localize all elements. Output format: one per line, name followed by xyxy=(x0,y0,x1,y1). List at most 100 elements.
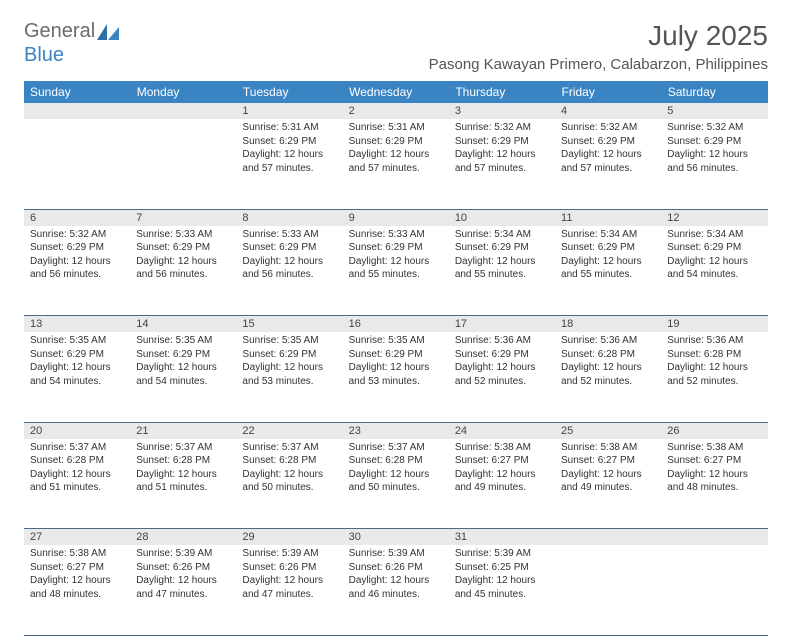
day-line: and 56 minutes. xyxy=(242,268,336,282)
day-number-cell: 5 xyxy=(661,103,767,119)
day-line: Sunrise: 5:31 AM xyxy=(242,121,336,135)
day-line: and 52 minutes. xyxy=(455,375,549,389)
day-line: Daylight: 12 hours xyxy=(349,255,443,269)
day-number-cell: 25 xyxy=(555,422,661,439)
header: General July 2025 xyxy=(24,20,768,52)
day-content-row: Sunrise: 5:32 AMSunset: 6:29 PMDaylight:… xyxy=(24,226,768,316)
day-number-cell: 16 xyxy=(343,316,449,333)
day-number-cell: 6 xyxy=(24,209,130,226)
day-line: and 48 minutes. xyxy=(667,481,761,495)
day-cell: Sunrise: 5:31 AMSunset: 6:29 PMDaylight:… xyxy=(236,119,342,209)
calendar-table: SundayMondayTuesdayWednesdayThursdayFrid… xyxy=(24,81,768,636)
day-line: Sunrise: 5:39 AM xyxy=(455,547,549,561)
day-number-row: 20212223242526 xyxy=(24,422,768,439)
day-number-row: 12345 xyxy=(24,103,768,119)
day-cell xyxy=(130,119,236,209)
day-line: Daylight: 12 hours xyxy=(30,468,124,482)
day-line: and 57 minutes. xyxy=(561,162,655,176)
day-cell: Sunrise: 5:35 AMSunset: 6:29 PMDaylight:… xyxy=(343,332,449,422)
day-cell: Sunrise: 5:34 AMSunset: 6:29 PMDaylight:… xyxy=(449,226,555,316)
day-line: Daylight: 12 hours xyxy=(242,468,336,482)
day-line: and 55 minutes. xyxy=(349,268,443,282)
day-number-cell: 31 xyxy=(449,529,555,546)
day-number-cell: 29 xyxy=(236,529,342,546)
day-line: and 54 minutes. xyxy=(30,375,124,389)
day-line: Sunrise: 5:38 AM xyxy=(455,441,549,455)
day-line: Sunset: 6:26 PM xyxy=(136,561,230,575)
day-number-cell: 19 xyxy=(661,316,767,333)
day-line: Sunrise: 5:33 AM xyxy=(136,228,230,242)
day-line: Sunrise: 5:32 AM xyxy=(455,121,549,135)
day-line: Sunrise: 5:36 AM xyxy=(455,334,549,348)
day-number-cell: 12 xyxy=(661,209,767,226)
day-number-row: 2728293031 xyxy=(24,529,768,546)
day-cell: Sunrise: 5:33 AMSunset: 6:29 PMDaylight:… xyxy=(130,226,236,316)
day-line: Daylight: 12 hours xyxy=(30,361,124,375)
logo: General xyxy=(24,20,121,43)
day-line: Daylight: 12 hours xyxy=(667,361,761,375)
day-cell: Sunrise: 5:36 AMSunset: 6:28 PMDaylight:… xyxy=(555,332,661,422)
day-line: Sunset: 6:29 PM xyxy=(242,135,336,149)
day-line: and 54 minutes. xyxy=(667,268,761,282)
day-number-cell: 30 xyxy=(343,529,449,546)
day-content-row: Sunrise: 5:38 AMSunset: 6:27 PMDaylight:… xyxy=(24,545,768,635)
weekday-header-row: SundayMondayTuesdayWednesdayThursdayFrid… xyxy=(24,81,768,103)
day-line: Sunset: 6:29 PM xyxy=(136,348,230,362)
day-line: Daylight: 12 hours xyxy=(349,574,443,588)
day-line: Daylight: 12 hours xyxy=(242,361,336,375)
day-line: Daylight: 12 hours xyxy=(349,361,443,375)
day-cell: Sunrise: 5:32 AMSunset: 6:29 PMDaylight:… xyxy=(449,119,555,209)
day-line: Daylight: 12 hours xyxy=(667,255,761,269)
day-line: Daylight: 12 hours xyxy=(30,574,124,588)
day-line: Sunrise: 5:33 AM xyxy=(349,228,443,242)
day-cell: Sunrise: 5:37 AMSunset: 6:28 PMDaylight:… xyxy=(130,439,236,529)
day-line: Sunset: 6:26 PM xyxy=(242,561,336,575)
day-line: Sunset: 6:29 PM xyxy=(455,348,549,362)
day-cell: Sunrise: 5:35 AMSunset: 6:29 PMDaylight:… xyxy=(24,332,130,422)
logo-text-general: General xyxy=(24,20,95,43)
day-line: Sunrise: 5:35 AM xyxy=(136,334,230,348)
day-line: Daylight: 12 hours xyxy=(561,148,655,162)
day-line: and 46 minutes. xyxy=(349,588,443,602)
day-line: Daylight: 12 hours xyxy=(667,148,761,162)
day-cell xyxy=(661,545,767,635)
day-number-cell: 4 xyxy=(555,103,661,119)
day-line: Sunrise: 5:36 AM xyxy=(667,334,761,348)
day-line: Sunset: 6:27 PM xyxy=(30,561,124,575)
day-line: Sunset: 6:27 PM xyxy=(667,454,761,468)
day-line: and 57 minutes. xyxy=(349,162,443,176)
logo-text-blue: Blue xyxy=(24,44,64,66)
day-line: Sunrise: 5:34 AM xyxy=(455,228,549,242)
day-number-cell: 11 xyxy=(555,209,661,226)
day-number-cell: 17 xyxy=(449,316,555,333)
day-line: Sunrise: 5:34 AM xyxy=(667,228,761,242)
day-line: and 47 minutes. xyxy=(136,588,230,602)
day-line: Daylight: 12 hours xyxy=(455,361,549,375)
day-line: Sunrise: 5:38 AM xyxy=(30,547,124,561)
day-line: and 47 minutes. xyxy=(242,588,336,602)
day-line: Daylight: 12 hours xyxy=(455,255,549,269)
day-line: Daylight: 12 hours xyxy=(136,361,230,375)
day-line: and 45 minutes. xyxy=(455,588,549,602)
day-line: Sunrise: 5:31 AM xyxy=(349,121,443,135)
day-line: and 48 minutes. xyxy=(30,588,124,602)
day-cell: Sunrise: 5:31 AMSunset: 6:29 PMDaylight:… xyxy=(343,119,449,209)
day-cell: Sunrise: 5:34 AMSunset: 6:29 PMDaylight:… xyxy=(555,226,661,316)
day-cell: Sunrise: 5:32 AMSunset: 6:29 PMDaylight:… xyxy=(24,226,130,316)
day-number-cell: 20 xyxy=(24,422,130,439)
day-line: Daylight: 12 hours xyxy=(455,574,549,588)
day-line: Daylight: 12 hours xyxy=(242,574,336,588)
day-number-cell: 24 xyxy=(449,422,555,439)
day-line: Daylight: 12 hours xyxy=(242,255,336,269)
weekday-header: Sunday xyxy=(24,81,130,103)
weekday-header: Wednesday xyxy=(343,81,449,103)
day-line: Sunset: 6:29 PM xyxy=(349,135,443,149)
day-cell: Sunrise: 5:38 AMSunset: 6:27 PMDaylight:… xyxy=(661,439,767,529)
day-line: Sunset: 6:29 PM xyxy=(667,135,761,149)
weekday-header: Monday xyxy=(130,81,236,103)
day-line: and 56 minutes. xyxy=(136,268,230,282)
day-cell: Sunrise: 5:34 AMSunset: 6:29 PMDaylight:… xyxy=(661,226,767,316)
day-line: Sunset: 6:29 PM xyxy=(136,241,230,255)
day-line: Sunset: 6:29 PM xyxy=(30,241,124,255)
day-line: Sunrise: 5:32 AM xyxy=(30,228,124,242)
